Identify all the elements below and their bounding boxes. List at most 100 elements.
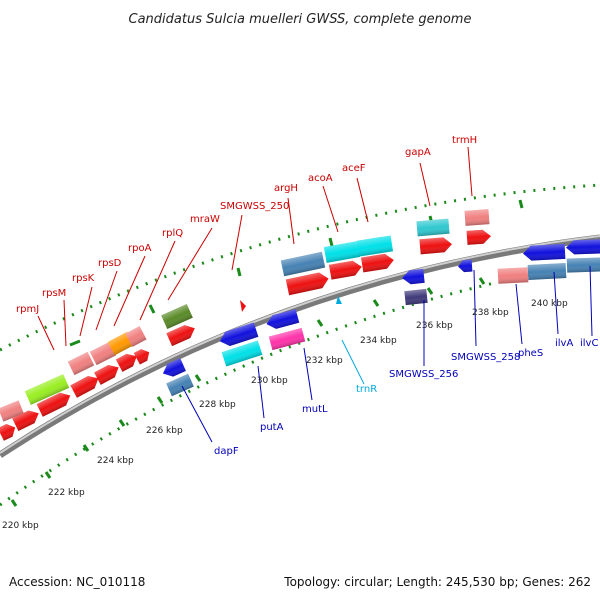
inner-tick <box>156 396 164 404</box>
gene-feature <box>221 340 263 367</box>
leader-line <box>257 365 265 419</box>
gene-feature <box>166 325 195 347</box>
gene-feature <box>89 341 117 366</box>
tick-label: 236 kbp <box>416 321 453 331</box>
gene-feature <box>133 349 150 365</box>
leader-line <box>419 162 431 207</box>
outer-tick <box>148 304 156 314</box>
gene-label: trmH <box>452 135 477 146</box>
gene-feature <box>464 209 490 226</box>
gene-feature <box>419 237 452 255</box>
leader-line <box>515 283 523 345</box>
gene-label: rpsK <box>72 273 95 284</box>
gene-feature <box>67 351 95 376</box>
gene-feature <box>323 241 361 263</box>
gene-label: rpmJ <box>16 304 39 315</box>
leader-line <box>63 299 67 347</box>
gene-feature <box>162 358 186 377</box>
gene-feature <box>336 296 342 304</box>
gene-label: acoA <box>308 173 333 184</box>
gene-feature <box>416 218 450 237</box>
inner-tick <box>372 299 380 307</box>
leader-line <box>113 255 146 327</box>
gene-feature <box>404 288 428 306</box>
gene-feature <box>361 253 394 273</box>
tick-label: 234 kbp <box>360 336 397 346</box>
label-leader-lines <box>37 146 593 443</box>
gene-label: SMGWSS_258 <box>451 352 520 363</box>
gene-label: trnR <box>356 384 377 395</box>
leader-line <box>322 185 339 233</box>
gene-feature <box>24 374 70 405</box>
leader-line <box>356 177 369 223</box>
tick-labels: 220 kbp 222 kbp 224 kbp 226 kbp 228 kbp 230 k… <box>2 299 568 531</box>
gene-feature <box>161 303 193 330</box>
gene-feature <box>280 251 326 277</box>
outer-tick <box>328 237 334 247</box>
inner-tick <box>478 277 486 285</box>
gene-feature <box>0 400 24 422</box>
leader-line <box>303 347 313 401</box>
tick-label: 240 kbp <box>531 299 568 309</box>
gene-feature <box>266 309 300 329</box>
gene-feature <box>497 267 529 284</box>
leader-line <box>473 269 477 347</box>
gene-label: mraW <box>190 214 220 225</box>
outer-tick-marks <box>69 199 524 347</box>
gene-label: mutL <box>302 404 328 415</box>
gene-label: gapA <box>405 147 431 158</box>
tick-label: 238 kbp <box>472 308 509 318</box>
tick-label: 230 kbp <box>251 376 288 386</box>
gene-feature <box>219 322 259 347</box>
gene-label: putA <box>260 422 284 433</box>
gene-feature <box>523 243 566 261</box>
inner-tick <box>426 287 434 295</box>
gene-feature <box>0 424 16 441</box>
leader-line <box>181 385 213 443</box>
inner-tick <box>316 319 324 327</box>
tick-label: 228 kbp <box>199 400 236 410</box>
leader-line <box>341 339 365 385</box>
gene-feature <box>268 327 306 351</box>
inner-tick <box>118 419 126 427</box>
gene-feature <box>115 353 137 372</box>
leader-line <box>95 270 118 331</box>
inner-tick <box>10 499 18 507</box>
tick-label: 222 kbp <box>48 488 85 498</box>
gene-feature <box>566 257 600 273</box>
gene-label: ilvA <box>555 338 573 349</box>
gene-feature <box>285 272 329 296</box>
inner-tick <box>82 444 90 452</box>
map-title: Candidatus Sulcia muelleri GWSS, complet… <box>129 12 472 27</box>
tick-label: 232 kbp <box>306 356 343 366</box>
gene-label: rpoA <box>128 243 152 254</box>
gene-feature <box>240 300 246 312</box>
leader-line <box>37 315 55 351</box>
tick-label: 224 kbp <box>97 456 134 466</box>
topology-summary: Topology: circular; Length: 245,530 bp; … <box>283 575 591 589</box>
gene-feature <box>36 392 71 417</box>
gene-label: pheS <box>518 348 543 359</box>
tick-label: 226 kbp <box>146 426 183 436</box>
leader-line <box>467 146 473 197</box>
leader-line <box>167 227 213 301</box>
leader-line <box>79 286 93 337</box>
gene-label: SMGWSS_250 <box>220 201 289 212</box>
outer-tick <box>236 267 242 277</box>
leader-line <box>231 214 243 271</box>
gene-feature <box>402 268 425 285</box>
gene-feature <box>527 263 567 280</box>
gene-feature <box>466 229 491 245</box>
leader-line <box>553 271 559 335</box>
gene-feature <box>328 260 362 280</box>
gene-feature <box>94 364 119 385</box>
gene-label: aceF <box>342 163 366 174</box>
inner-tick <box>194 374 202 382</box>
gene-label: rpsD <box>98 258 122 269</box>
gene-features <box>0 209 600 441</box>
leader-line <box>287 197 295 245</box>
outer-tick <box>69 339 81 347</box>
gene-label: argH <box>274 183 298 194</box>
